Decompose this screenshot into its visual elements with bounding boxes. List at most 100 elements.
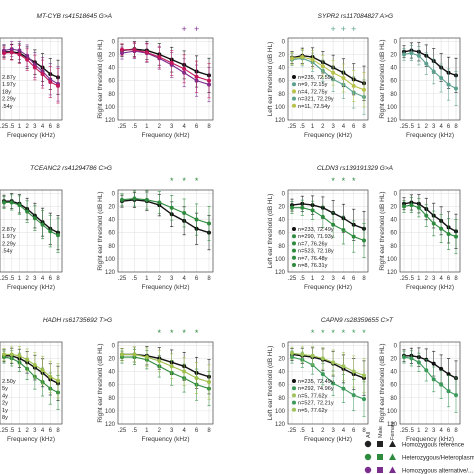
y-tick-label: 100 [275,409,286,415]
x-axis-label: Frequency (kHz) [406,132,454,139]
data-point [182,369,187,374]
y-tick-label: 120 [387,422,398,428]
y-tick-label: 80 [390,396,397,402]
legend-marker-male [377,467,383,473]
panel-title: SYPR2 rs117084827 A>G [318,13,393,20]
data-point [402,204,406,209]
y-tick-label: 60 [108,79,115,85]
y-tick-label: 60 [390,383,397,389]
legend-marker-female [389,466,396,473]
n-label: n=5, 77.62y [298,408,328,414]
n-label: n=5, 77.62y [298,393,328,399]
data-point [310,57,315,62]
n-label: n=235, 72.49y [298,379,334,385]
data-point [169,205,174,210]
y-tick-label: 0 [394,39,398,45]
y-axis-label: Left ear threshold (dB HL) [267,42,274,117]
n-label-marker [292,263,296,267]
plot-frame [0,37,63,121]
data-point [56,233,60,238]
significance-marker: * [170,176,174,186]
data-point [446,372,451,377]
x-axis-label: Frequency (kHz) [304,132,352,139]
plot-frame [399,341,461,425]
n-label: n=8, 76.31y [298,263,328,269]
significance-marker: * [331,176,335,186]
y-tick-label: 100 [105,409,116,415]
data-point [207,221,211,226]
data-point [120,352,124,357]
data-point [207,380,211,385]
y-tick-label: 100 [387,105,398,111]
x-axis-label: Frequency (kHz) [7,284,55,291]
series-line-het [121,50,210,86]
legend-all-label: All [366,432,372,438]
data-point [40,222,45,227]
legend-marker-all [364,466,372,474]
data-point [25,57,30,62]
data-point [424,61,429,66]
x-tick-label: .25 [288,276,297,282]
x-tick-label: 8 [56,428,60,434]
data-point [439,226,444,231]
data-point [416,205,421,210]
x-tick-label: 1 [311,276,315,282]
significance-marker: * [352,328,356,338]
legend-marker-female [389,453,396,460]
data-point [409,203,414,208]
y-axis-label: Right ear threshold (dB HL) [379,343,386,422]
significance-marker: * [170,328,174,338]
y-axis-label: Left ear threshold (dB HL) [267,346,274,421]
y-tick-label: 80 [108,244,115,250]
data-point [351,369,356,374]
series-line-hom [122,49,210,82]
y-tick-label: 100 [275,105,286,111]
data-point [431,221,436,226]
plot-frame [117,37,214,121]
x-tick-label: 1 [18,124,22,130]
x-tick-label: .5 [9,124,15,130]
data-point [144,50,149,55]
y-tick-label: 20 [390,52,397,58]
x-tick-label: 3 [33,124,37,130]
x-tick-label: 2 [425,428,429,434]
n-label: 2.87y [2,227,16,233]
legend-female-label: Female [390,422,396,440]
significance-marker: * [321,328,325,338]
y-axis-label: Right ear threshold (dB HL) [379,39,386,118]
y-tick-label: 60 [390,231,397,237]
n-label-marker [292,82,296,87]
x-tick-label: 6 [447,276,451,282]
legend-marker-male [377,454,383,460]
y-tick-label: 0 [282,343,286,349]
x-tick-label: .25 [400,276,409,282]
x-tick-label: 3 [432,428,436,434]
data-point [132,352,137,357]
x-tick-label: 4 [439,124,443,130]
n-label-marker [292,96,296,101]
data-point [351,393,356,398]
x-tick-label: .5 [9,428,15,434]
plot-frame [117,189,214,273]
y-tick-label: 40 [278,218,285,224]
y-axis-label: Right ear threshold (dB HL) [97,343,104,422]
x-tick-label: 2 [425,124,429,130]
data-point [182,210,187,215]
n-label: n=7, 76.26y [298,241,328,247]
x-tick-label: 3 [331,428,335,434]
x-tick-label: .25 [118,124,127,130]
n-label: n=290, 71.93y [298,234,334,240]
y-tick-label: 60 [108,231,115,237]
significance-marker: * [195,328,199,338]
x-tick-label: 8 [56,124,60,130]
x-tick-label: 1 [417,124,421,130]
n-label: n=292, 74.96y [298,386,334,392]
data-point [290,205,294,210]
x-tick-label: 8 [454,428,458,434]
n-label: 5y [2,386,8,392]
data-point [446,82,451,87]
y-tick-label: 0 [282,191,286,197]
data-point [132,47,137,52]
x-tick-label: 1 [145,276,149,282]
x-tick-label: 2 [25,276,29,282]
